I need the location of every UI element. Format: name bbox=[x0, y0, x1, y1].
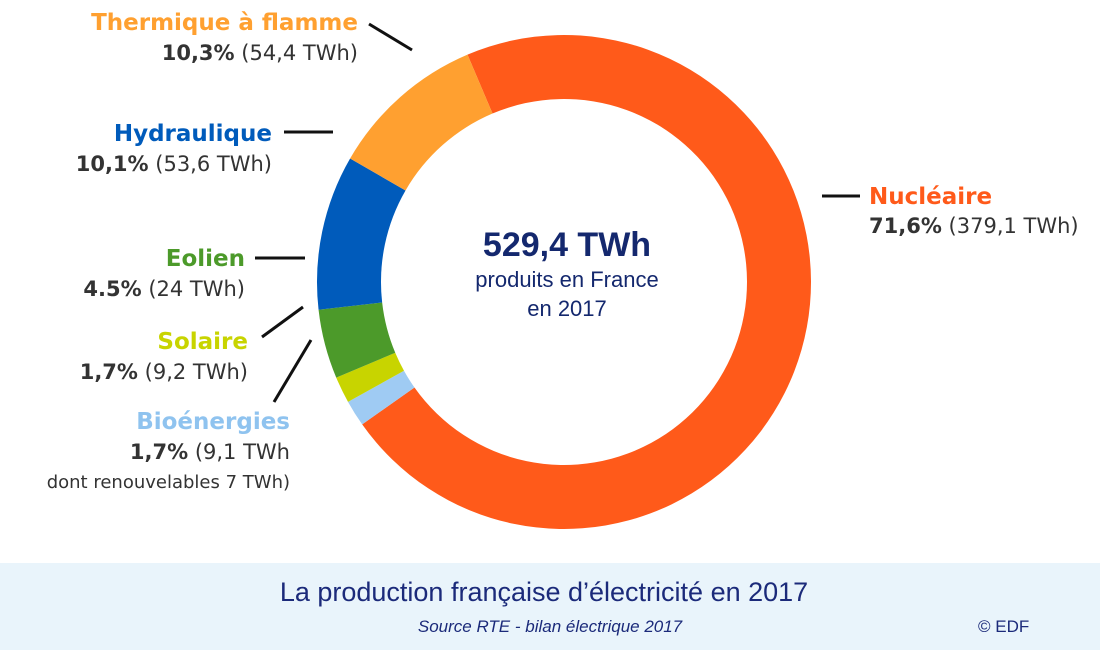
label-eolien-name: Eolien bbox=[166, 246, 245, 272]
label-thermique-name: Thermique à flamme bbox=[91, 10, 358, 36]
label-solaire-value: 1,7% (9,2 TWh) bbox=[80, 360, 248, 384]
chart-title: La production française d’électricité en… bbox=[279, 577, 809, 607]
donut-slice-eolien bbox=[318, 302, 396, 378]
center-line-2: en 2017 bbox=[527, 296, 607, 321]
label-bioenergies-value: 1,7% (9,1 TWh bbox=[130, 440, 290, 464]
leader-line-thermique bbox=[368, 22, 413, 52]
label-thermique-value: 10,3% (54,4 TWh) bbox=[162, 41, 358, 65]
copyright: © EDF bbox=[978, 617, 1030, 636]
donut-slices bbox=[317, 35, 811, 530]
label-solaire-pct: 1,7% bbox=[80, 360, 138, 384]
label-hydraulique-name: Hydraulique bbox=[114, 121, 272, 147]
leader-line-bioenergies bbox=[272, 339, 313, 403]
label-nucleaire-detail: (379,1 TWh) bbox=[949, 214, 1079, 238]
label-solaire-detail: (9,2 TWh) bbox=[145, 360, 248, 384]
donut-chart: 529,4 TWh produits en France en 2017 The… bbox=[47, 10, 1079, 530]
label-hydraulique-pct: 10,1% bbox=[76, 152, 149, 176]
label-bioenergies-extra: dont renouvelables 7 TWh) bbox=[47, 472, 290, 493]
donut-slice-thermique bbox=[350, 54, 493, 191]
leader-line-solaire bbox=[261, 305, 304, 339]
donut-slice-bioenergies bbox=[348, 370, 415, 425]
center-total: 529,4 TWh bbox=[483, 226, 651, 264]
label-nucleaire-pct: 71,6% bbox=[869, 214, 942, 238]
donut-slice-solaire bbox=[336, 352, 404, 402]
label-nucleaire-value: 71,6% (379,1 TWh) bbox=[869, 214, 1079, 238]
label-bioenergies-name: Bioénergies bbox=[136, 409, 290, 435]
label-nucleaire-name: Nucléaire bbox=[869, 184, 992, 210]
label-hydraulique-detail: (53,6 TWh) bbox=[155, 152, 272, 176]
label-eolien-detail: (24 TWh) bbox=[148, 277, 245, 301]
source-caption: Source RTE - bilan électrique 2017 bbox=[417, 617, 683, 636]
label-bioenergies-detail: (9,1 TWh bbox=[195, 440, 290, 464]
label-hydraulique-value: 10,1% (53,6 TWh) bbox=[76, 152, 272, 176]
donut-slice-hydraulique bbox=[317, 158, 406, 310]
footer-band: La production française d’électricité en… bbox=[0, 563, 1100, 650]
label-thermique-pct: 10,3% bbox=[162, 41, 235, 65]
label-solaire-name: Solaire bbox=[157, 329, 248, 355]
label-eolien-pct: 4.5% bbox=[83, 277, 141, 301]
label-bioenergies-pct: 1,7% bbox=[130, 440, 188, 464]
center-line-1: produits en France bbox=[475, 267, 658, 292]
label-thermique-detail: (54,4 TWh) bbox=[241, 41, 358, 65]
label-eolien-value: 4.5% (24 TWh) bbox=[83, 277, 245, 301]
